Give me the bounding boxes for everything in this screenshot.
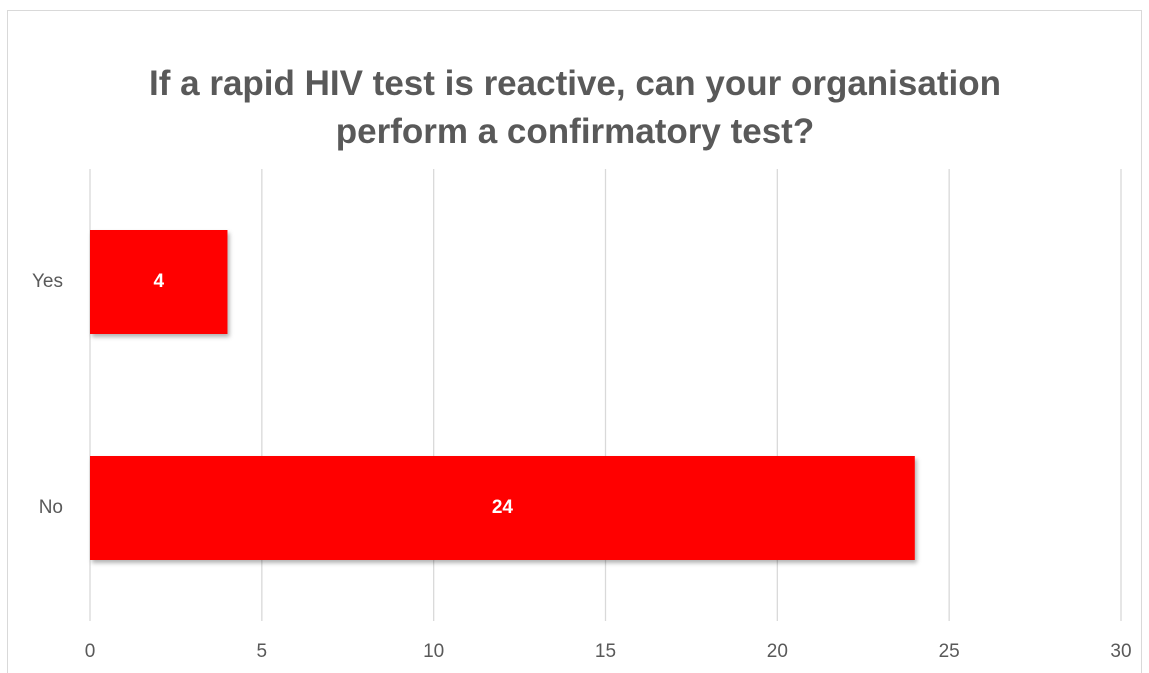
chart-title: If a rapid HIV test is reactive, can you… <box>149 64 1001 151</box>
bar <box>90 230 228 334</box>
chart-border <box>7 10 1142 673</box>
data-label: 4 <box>153 271 164 292</box>
x-tick-label: 5 <box>257 641 268 662</box>
x-tick-label: 0 <box>85 641 96 662</box>
bar <box>90 456 915 560</box>
x-tick-label: 10 <box>423 641 444 662</box>
x-tick-label: 20 <box>767 641 788 662</box>
x-tick-label: 15 <box>595 641 616 662</box>
x-tick-label: 25 <box>939 641 960 662</box>
y-tick-label: No <box>39 497 63 518</box>
data-label: 24 <box>492 497 514 518</box>
x-tick-label: 30 <box>1110 641 1131 662</box>
y-tick-label: Yes <box>32 271 63 292</box>
